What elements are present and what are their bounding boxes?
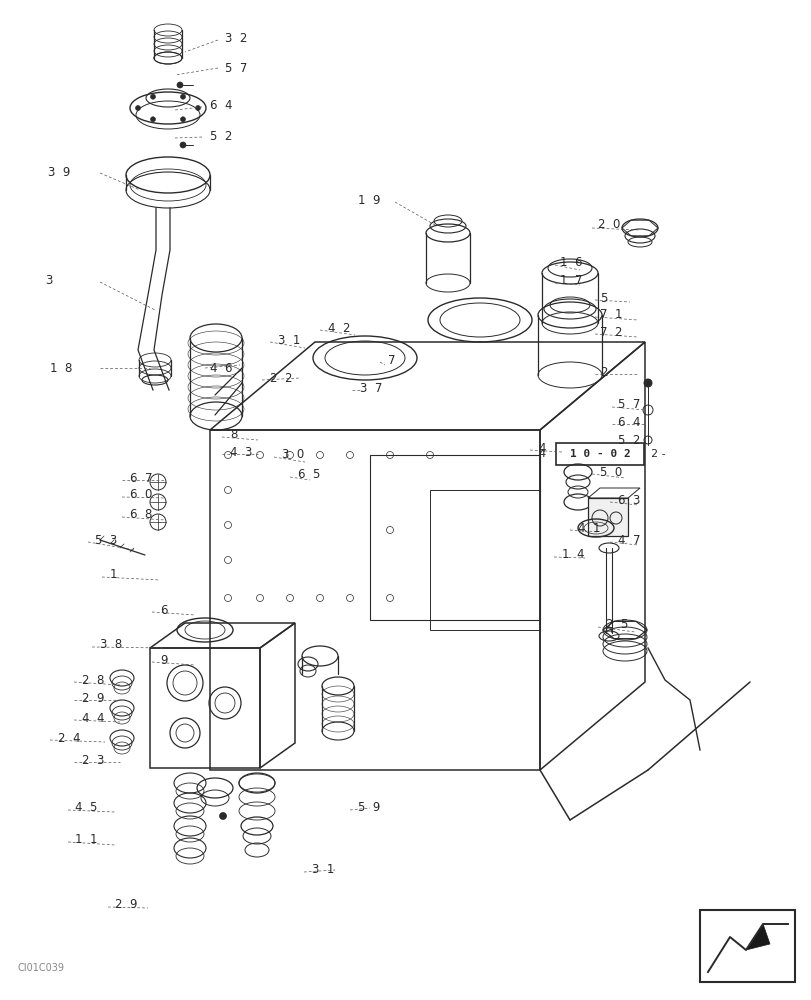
Text: CI01C039: CI01C039 [18,963,65,973]
Text: 4  1: 4 1 [577,522,600,534]
Text: 2  8: 2 8 [82,674,105,686]
Text: 7  1: 7 1 [599,308,622,322]
Text: 1  7: 1 7 [560,274,581,288]
Text: 5  0: 5 0 [599,466,621,479]
FancyBboxPatch shape [556,443,643,465]
Circle shape [219,812,226,819]
Circle shape [135,106,140,111]
Text: 3  7: 3 7 [359,381,382,394]
Text: 6  0: 6 0 [130,488,152,502]
Text: 4: 4 [538,449,545,459]
Text: 1  9: 1 9 [358,194,380,207]
FancyBboxPatch shape [699,910,794,982]
Text: 5  9: 5 9 [358,801,380,814]
Text: 1  6: 1 6 [560,256,581,269]
Text: 6  7: 6 7 [130,472,152,485]
Circle shape [180,142,186,148]
Text: 6  4: 6 4 [617,416,640,428]
Text: 4  4: 4 4 [82,712,105,724]
Text: 2 -: 2 - [650,449,664,459]
Text: 6  8: 6 8 [130,508,152,522]
Text: 1  1: 1 1 [75,833,97,846]
Text: 2  9: 2 9 [115,898,137,911]
Circle shape [180,117,185,122]
Text: 2  9: 2 9 [82,692,105,704]
Text: 2  0: 2 0 [597,219,620,232]
Text: 5  3: 5 3 [95,534,117,546]
Circle shape [180,94,185,99]
Text: 9: 9 [160,654,167,666]
Text: 1  8: 1 8 [50,361,72,374]
Text: 5  7: 5 7 [225,62,247,75]
Text: 3  0: 3 0 [281,448,304,462]
Text: 5  7: 5 7 [617,398,640,412]
Polygon shape [587,498,627,536]
Text: 5: 5 [599,292,607,304]
Text: 2  3: 2 3 [82,754,105,766]
Text: 4  7: 4 7 [617,534,640,546]
Circle shape [177,82,182,88]
Text: 2: 2 [599,365,607,378]
Text: 4  2: 4 2 [328,322,350,334]
Text: 5  2: 5 2 [210,130,232,143]
Text: 6: 6 [160,603,167,616]
Text: 2  4: 2 4 [58,732,80,744]
Circle shape [150,94,156,99]
Text: 1  4: 1 4 [561,548,584,562]
Text: 6  4: 6 4 [210,99,232,112]
Text: 3  8: 3 8 [100,639,122,652]
Text: 3  9: 3 9 [48,166,71,179]
Circle shape [195,106,200,111]
Text: 7: 7 [388,354,395,366]
Text: 3  1: 3 1 [277,334,300,347]
Text: 2  2: 2 2 [270,371,292,384]
Text: 6  5: 6 5 [298,468,320,482]
Text: 1: 1 [109,568,118,582]
Text: 7  2: 7 2 [599,326,622,338]
Ellipse shape [643,379,651,387]
Text: 3  1: 3 1 [311,863,334,876]
Text: 3  2: 3 2 [225,32,247,45]
Text: 4  3: 4 3 [230,446,252,458]
Text: 4  5: 4 5 [75,801,97,814]
Text: 3: 3 [45,273,53,286]
Text: 4: 4 [538,442,545,454]
Text: 8: 8 [230,428,237,442]
Text: 2  5: 2 5 [605,618,628,632]
Text: 4  6: 4 6 [210,361,232,374]
Circle shape [150,117,156,122]
Text: 1 0 - 0 2: 1 0 - 0 2 [569,449,629,459]
Text: 5  2: 5 2 [617,434,640,446]
Text: 6  3: 6 3 [617,493,640,506]
Polygon shape [745,924,769,950]
